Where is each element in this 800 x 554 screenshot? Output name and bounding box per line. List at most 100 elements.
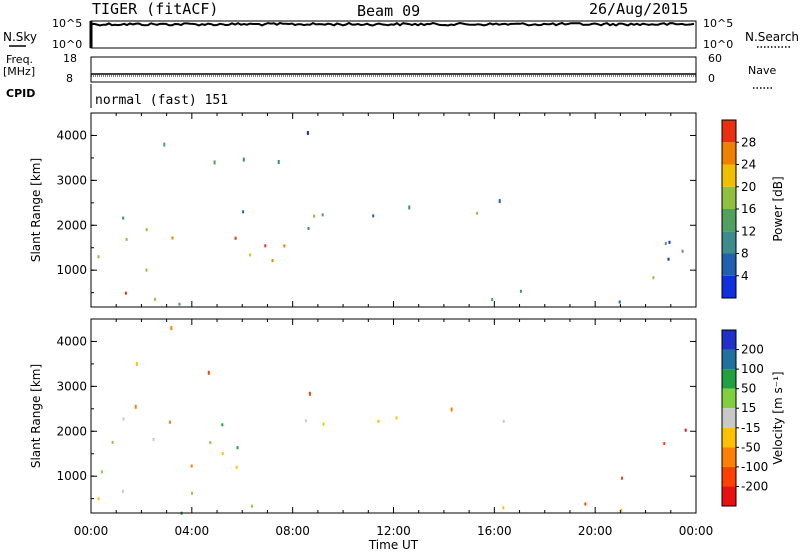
colorbar-swatch [722,486,736,506]
power-data-cells [97,131,684,306]
velocity-cell [169,420,171,424]
y-tick-label: 4000 [56,334,87,348]
velocity-cell [450,407,453,412]
y-tick-label: 1000 [56,263,87,277]
nave-label: Nave [748,64,777,77]
power-panel: 1000 2000 3000 4000 Slant Range [km] [29,112,697,308]
power-cell [171,236,174,240]
velocity-panel: 1000 2000 3000 4000 00:00 04:00 08:00 12:00 16:0… [29,318,714,552]
velocity-cell [377,419,380,423]
power-cell [618,300,621,304]
velocity-cell [663,442,666,445]
freq-label: Freq. [6,53,34,66]
x-tick-label: 00:00 [679,524,714,538]
colorbar-tick-label: 28 [741,135,756,149]
velocity-cell [584,502,587,506]
colorbar-tick-label: 8 [741,247,749,261]
freq-tick-top: 18 [63,52,77,65]
velocity-cell [207,370,210,375]
colorbar-tick-label: 12 [741,224,756,238]
power-cell [264,244,267,248]
colorbar-tick-label: 4 [741,269,749,283]
velocity-cell [502,506,505,510]
x-axis-label: Time UT [368,538,419,552]
power-cell [125,237,128,241]
colorbar-swatch [722,330,736,350]
colorbar-swatch [722,164,736,187]
colorbar-swatch [722,369,736,389]
power-cell [283,244,286,248]
x-tick-label: 20:00 [578,524,613,538]
velocity-cell [236,446,239,450]
radar-title: TIGER (fitACF) [92,0,219,18]
power-cell [306,131,309,135]
nave-tick-bottom: 0 [708,72,715,85]
velocity-cell [251,504,254,508]
summary-panels [9,20,792,108]
power-cell [271,259,274,263]
power-cell [145,228,148,232]
power-cell [681,249,684,253]
power-cell [122,216,125,220]
velocity-cell [322,422,325,426]
colorbar-tick-label: -50 [741,440,761,454]
power-cell [498,199,501,204]
velocity-cell [304,419,307,423]
colorbar-tick-label: 20 [741,180,756,194]
velocity-cell [221,423,224,427]
power-plot-bg [91,113,696,307]
colorbar-label: Power [dB] [771,176,785,241]
y-axis-label: Slant Range [km] [29,364,43,468]
power-cell [307,227,310,230]
velocity-colorbar: 200 100 50 15 -15 -50 -100 -200 Velocity [m s⁻¹] [721,329,785,507]
colorbar-swatch [722,120,736,143]
colorbar-frame [721,329,737,507]
colorbar-tick-label: 24 [741,158,756,172]
cpid-label: CPID [6,87,36,100]
nsearch-tick-top: 10^5 [703,17,734,30]
freq-unit: [MHz] [3,65,36,78]
power-cell [277,160,280,164]
power-cell [664,242,667,245]
y-tick-label: 3000 [56,379,87,393]
velocity-cell [684,428,687,432]
colorbar-tick-label: 200 [741,343,764,357]
power-cell [408,205,411,210]
velocity-cell [395,416,398,420]
velocity-cell [190,464,193,468]
colorbar-swatch [722,253,736,276]
colorbar-swatch [722,349,736,370]
power-cell [234,236,237,240]
power-cell [124,291,127,295]
nsky-label: N.Sky [3,30,38,44]
colorbar-tick-label: 100 [741,362,764,376]
y-tick-label: 2000 [56,424,87,438]
power-cell [163,142,166,147]
colorbar-swatch [722,466,736,487]
colorbar-swatch [722,447,736,467]
power-cell [372,214,375,218]
freq-tick-bottom: 8 [66,72,73,85]
colorbar-tick-label: -15 [741,421,761,435]
power-cell [519,289,522,293]
velocity-cell [191,491,193,495]
colorbar-swatch [722,275,736,298]
colorbar-swatch [722,186,736,209]
colorbar-tick-label: 50 [741,382,756,396]
freq-panel-frame [90,56,697,83]
colorbar-swatch [722,408,736,428]
velocity-data-cells [97,326,687,515]
power-cell [97,255,100,259]
power-cell [652,276,655,280]
y-tick-label: 3000 [56,173,87,187]
nsky-tick-bottom: 10^0 [52,38,83,51]
x-tick-label: 04:00 [175,524,210,538]
nsky-tick-top: 10^5 [52,17,83,30]
velocity-cell [170,326,173,331]
colorbar-tick-label: -200 [741,479,768,493]
power-cell [313,214,316,218]
y-tick-label: 4000 [56,128,87,142]
power-cell [213,160,216,165]
velocity-cell [135,362,138,366]
